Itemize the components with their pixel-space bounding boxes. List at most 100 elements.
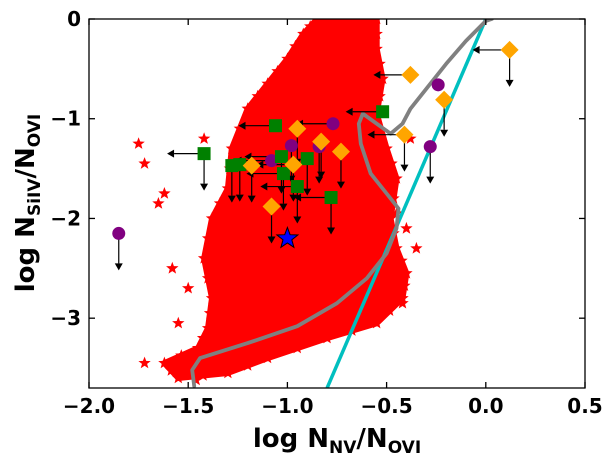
model-star-marker xyxy=(390,241,403,254)
y-tick-label: −3 xyxy=(50,306,81,330)
model-star-marker xyxy=(225,142,238,154)
upper-limit-arrowhead xyxy=(256,160,264,169)
purple-circle-point xyxy=(423,140,437,154)
model-star-marker xyxy=(380,142,393,154)
upper-limit-arrowhead xyxy=(472,45,480,54)
model-star-marker xyxy=(172,316,185,329)
y-axis-label: log NSiIV/NOVI xyxy=(11,114,45,293)
model-star-marker xyxy=(241,102,254,114)
axis-ticks-layer: −2.0 −1.5 −1.0 −0.5 0.0 0.5 0 −1 −2 −3 xyxy=(50,7,602,418)
model-star-marker xyxy=(158,187,171,199)
model-star-marker xyxy=(261,351,274,364)
upper-limit-arrowhead xyxy=(336,181,345,189)
model-star-marker xyxy=(390,172,403,184)
cyan-model-line xyxy=(325,19,488,388)
model-star-marker xyxy=(396,296,409,309)
purple-circle-point xyxy=(265,154,279,168)
plot-frame xyxy=(88,18,586,389)
upper-limit-arrowhead xyxy=(426,176,435,184)
green-square-point xyxy=(276,167,290,181)
observation-points-layer xyxy=(112,40,519,249)
x-axis-label: log NNV/NOVI xyxy=(253,424,421,458)
upper-limit-arrowhead xyxy=(247,195,256,203)
model-star-marker xyxy=(289,39,302,52)
green-square-point xyxy=(290,180,304,194)
model-star-marker xyxy=(221,182,235,194)
model-star-marker xyxy=(190,373,203,386)
green-square-point xyxy=(324,191,338,205)
green-square-point xyxy=(274,150,288,164)
model-star-marker xyxy=(158,356,171,369)
orange-diamond-point xyxy=(331,142,350,161)
upper-limit-arrowhead xyxy=(327,227,336,235)
model-star-marker xyxy=(152,197,165,209)
orange-diamond-point xyxy=(500,40,519,59)
upper-limit-arrowhead xyxy=(227,195,236,203)
model-star-marker xyxy=(400,221,413,234)
upper-limit-arrowhead xyxy=(279,203,288,211)
model-star-marker xyxy=(370,42,383,55)
model-star-marker xyxy=(138,356,151,369)
model-star-marker xyxy=(404,132,417,144)
upper-limit-arrowhead xyxy=(167,149,175,158)
x-tick-label: −1.0 xyxy=(261,394,313,418)
model-star-marker xyxy=(251,89,264,102)
upper-limit-arrowhead xyxy=(267,236,276,244)
orange-diamond-point xyxy=(435,90,454,109)
model-star-marker xyxy=(387,192,400,204)
model-star-marker xyxy=(375,124,388,137)
model-star-marker xyxy=(196,369,210,381)
model-star-marker xyxy=(372,19,381,25)
model-star-marker xyxy=(221,256,235,269)
model-star-marker xyxy=(132,137,145,149)
orange-diamond-point xyxy=(262,197,281,216)
model-star-marker xyxy=(384,212,397,224)
model-star-marker xyxy=(201,231,215,244)
upper-limit-arrowhead xyxy=(373,70,381,79)
upper-limit-arrowhead xyxy=(303,188,312,196)
model-star-marker xyxy=(261,77,274,90)
model-star-marker xyxy=(383,304,396,316)
orange-diamond-point xyxy=(288,119,307,138)
purple-circle-point xyxy=(431,78,445,92)
model-star-marker xyxy=(271,64,284,77)
upper-limit-arrowhead xyxy=(238,121,246,130)
model-star-marker xyxy=(343,19,351,25)
model-star-marker xyxy=(291,341,304,354)
y-tick-label: 0 xyxy=(67,7,81,31)
upper-limit-arrowhead xyxy=(400,164,409,172)
upper-limit-arrowhead xyxy=(505,79,514,87)
model-star-marker xyxy=(197,132,211,144)
green-square-point xyxy=(268,119,282,133)
model-star-marker xyxy=(400,266,413,279)
upper-limit-arrowhead xyxy=(235,194,244,202)
model-star-marker xyxy=(233,122,246,134)
green-square-point xyxy=(300,152,314,166)
model-star-marker xyxy=(373,89,386,102)
x-tick-label: 0.5 xyxy=(567,394,602,418)
orange-diamond-point xyxy=(395,125,414,144)
purple-circle-point xyxy=(284,139,298,153)
model-star-marker xyxy=(203,306,217,319)
model-star-marker xyxy=(373,57,386,70)
x-tick-label: 0.0 xyxy=(468,394,503,418)
y-tick-label: −2 xyxy=(50,206,81,230)
model-star-marker xyxy=(376,72,389,85)
model-star-marker xyxy=(182,281,195,294)
model-star-marker xyxy=(304,20,317,32)
upper-limit-arrowhead xyxy=(200,183,209,191)
upper-limit-arrowhead xyxy=(440,129,449,137)
model-star-marker xyxy=(205,291,219,304)
upper-limit-arrowhead xyxy=(260,182,268,191)
y-tick-label: −1 xyxy=(50,107,81,131)
model-star-marker xyxy=(166,261,179,274)
model-star-marker xyxy=(281,52,294,65)
model-star-marker xyxy=(201,321,215,334)
model-star-marker xyxy=(172,371,185,384)
model-star-marker xyxy=(385,157,398,169)
purple-circle-point xyxy=(326,117,340,131)
model-star-marker xyxy=(196,331,210,344)
orange-diamond-point xyxy=(401,65,420,84)
